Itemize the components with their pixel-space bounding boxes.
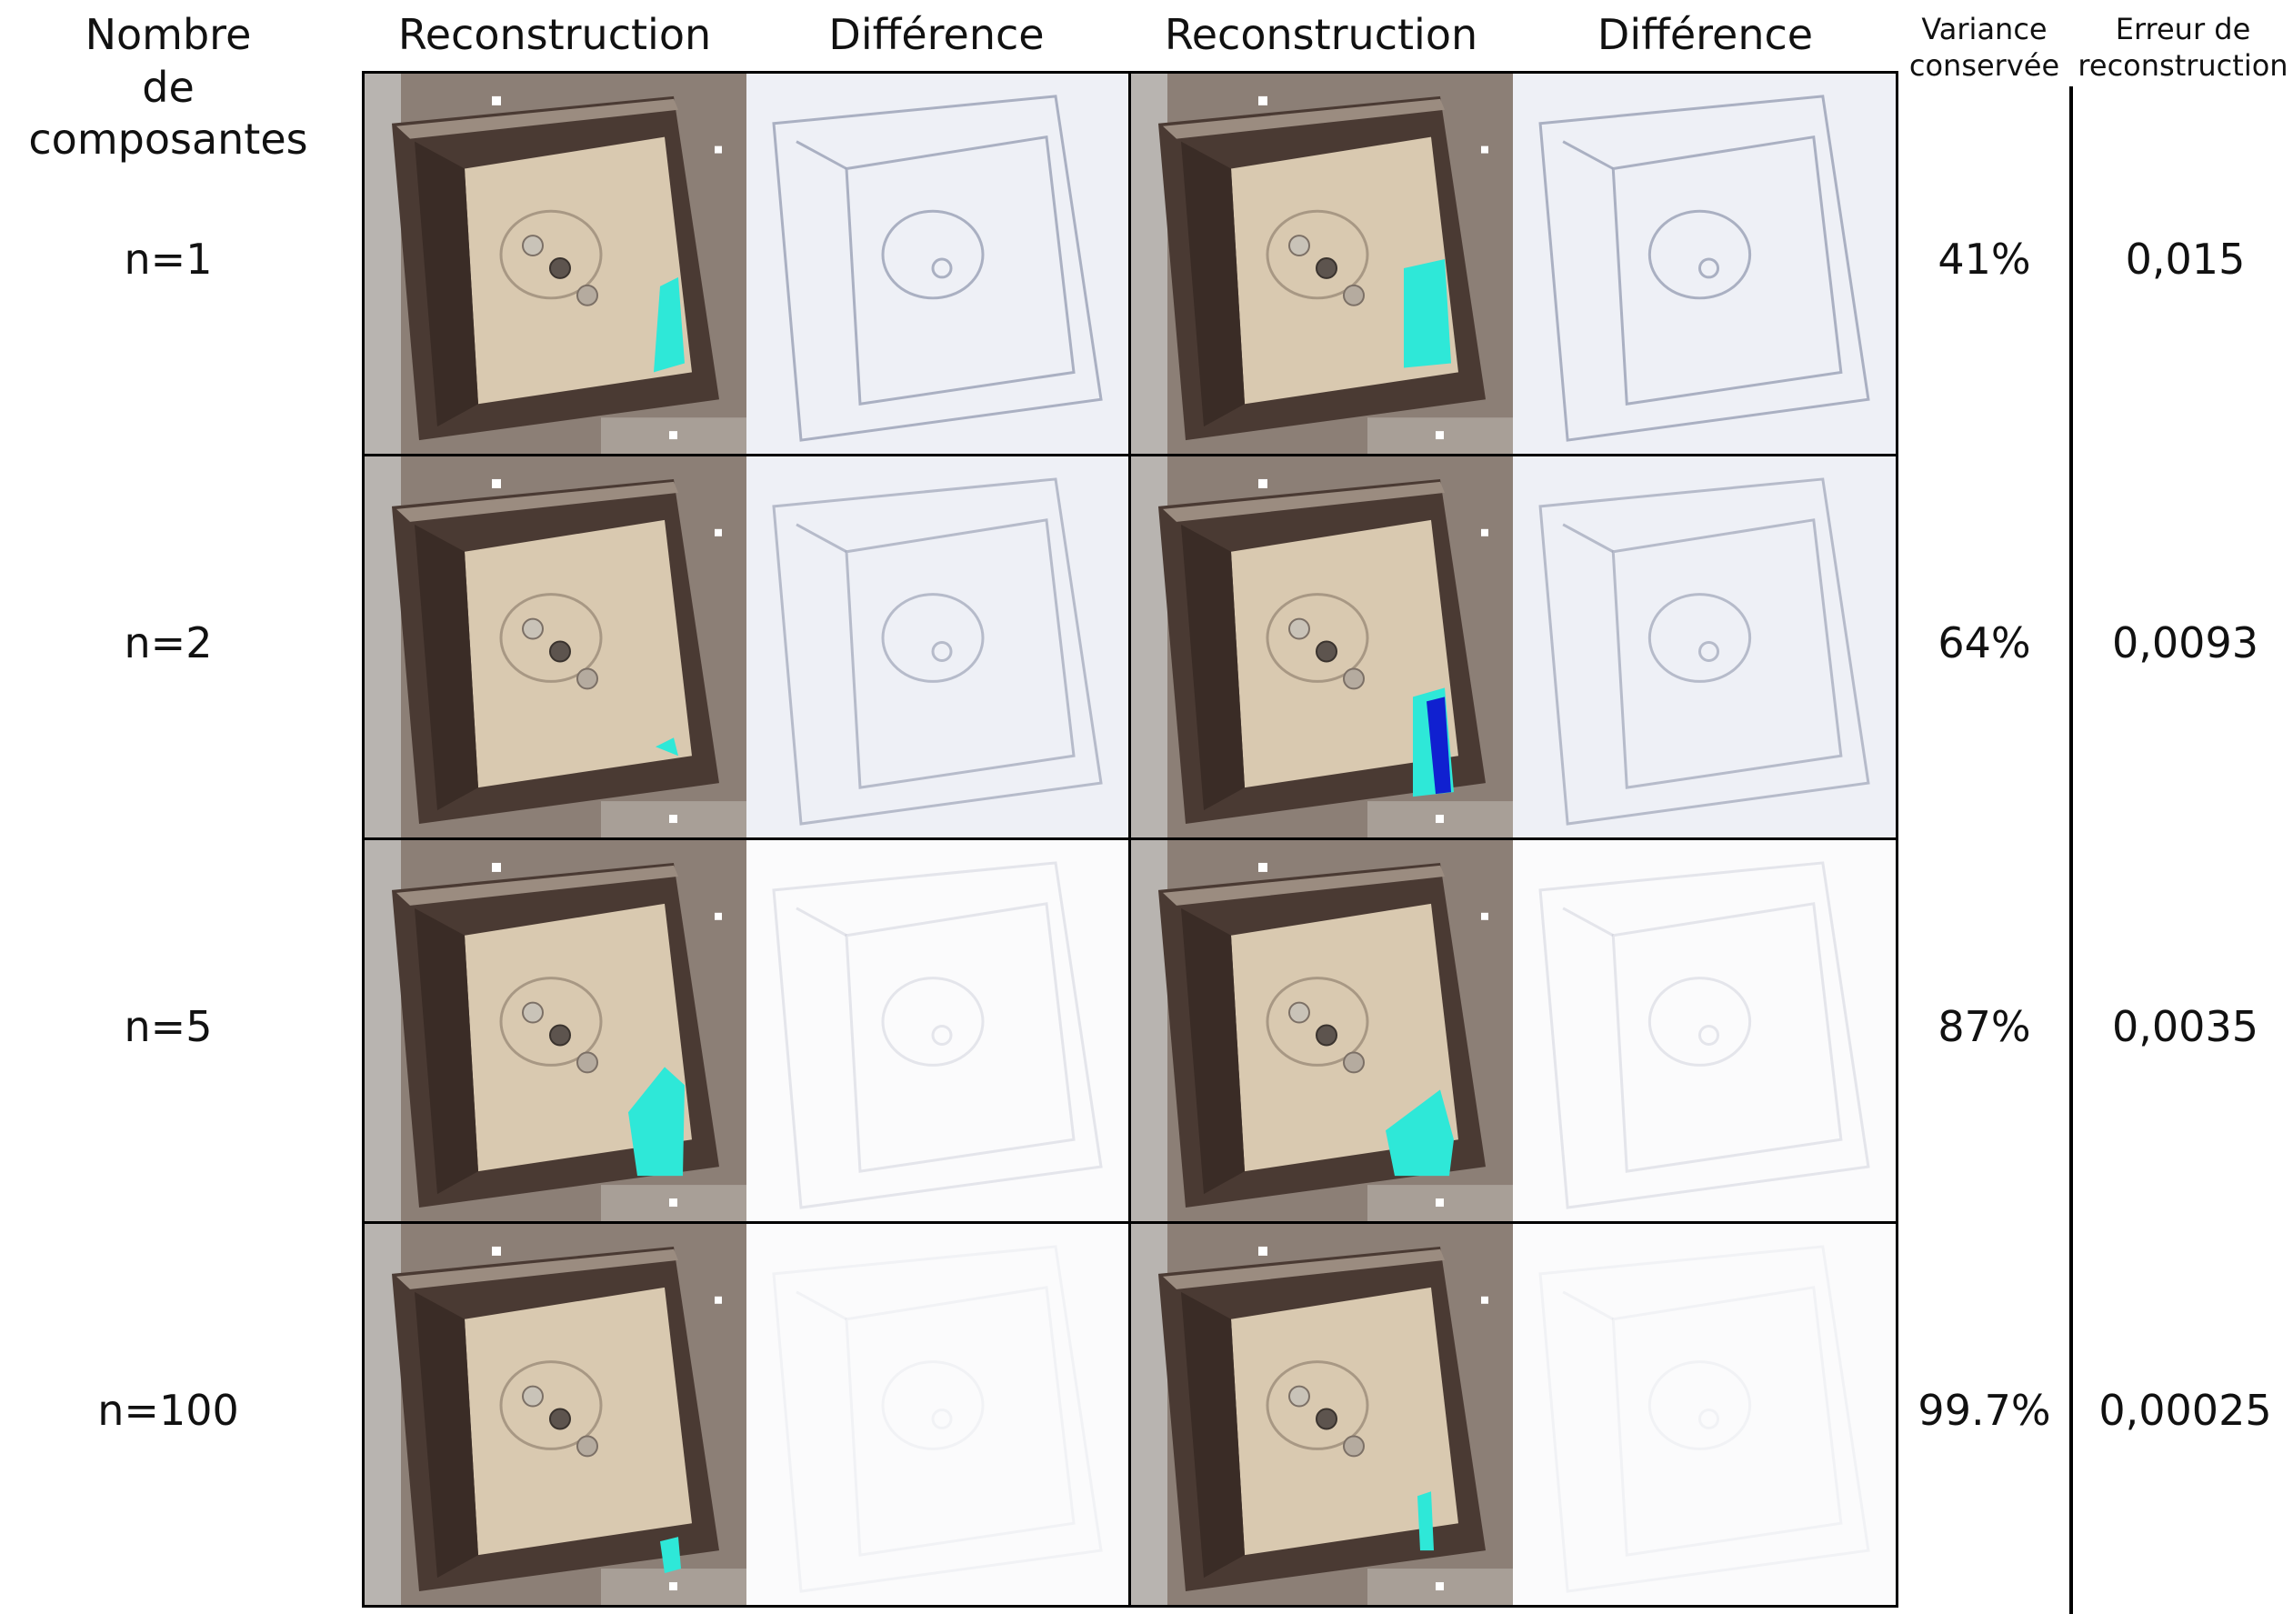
row-label: n=2 xyxy=(124,618,213,667)
header-reconstruction-2: Reconstruction xyxy=(1164,10,1478,59)
variance-value: 41% xyxy=(1938,235,2031,284)
error-value: 0,015 xyxy=(2125,235,2246,284)
row-label: n=100 xyxy=(97,1386,239,1435)
reconstruction-image xyxy=(1131,1224,1513,1605)
reconstruction-image xyxy=(365,74,746,454)
variance-value: 99.7% xyxy=(1918,1386,2051,1435)
error-value: 0,00025 xyxy=(2098,1386,2272,1435)
variance-value: 87% xyxy=(1938,1002,2031,1051)
difference-image xyxy=(746,1224,1128,1605)
reconstruction-image xyxy=(1131,840,1513,1221)
reconstruction-image xyxy=(365,840,746,1221)
difference-image xyxy=(746,840,1128,1221)
header-error: Erreur de reconstruction xyxy=(2078,12,2288,83)
stats-separator xyxy=(2069,86,2073,1614)
reconstruction-image xyxy=(1131,456,1513,837)
header-difference-1: Différence xyxy=(828,10,1045,59)
header-difference-2: Différence xyxy=(1597,10,1814,59)
reconstruction-image xyxy=(1131,74,1513,454)
row-label: n=1 xyxy=(124,235,213,284)
variance-value: 64% xyxy=(1938,618,2031,667)
header-reconstruction-1: Reconstruction xyxy=(397,10,712,59)
difference-image xyxy=(746,74,1128,454)
grid-row-divider-1 xyxy=(362,454,1898,456)
header-components: Nombre de composantes xyxy=(28,10,308,164)
error-value: 0,0035 xyxy=(2112,1002,2258,1051)
error-value: 0,0093 xyxy=(2112,618,2258,667)
reconstruction-image xyxy=(365,456,746,837)
grid-row-divider-3 xyxy=(362,1221,1898,1224)
reconstruction-image xyxy=(365,1224,746,1605)
difference-image xyxy=(1513,74,1896,454)
row-label: n=5 xyxy=(124,1002,213,1051)
difference-image xyxy=(1513,456,1896,837)
difference-image xyxy=(746,456,1128,837)
grid-row-divider-2 xyxy=(362,837,1898,840)
difference-image xyxy=(1513,1224,1896,1605)
difference-image xyxy=(1513,840,1896,1221)
header-variance: Variance conservée xyxy=(1908,12,2060,83)
